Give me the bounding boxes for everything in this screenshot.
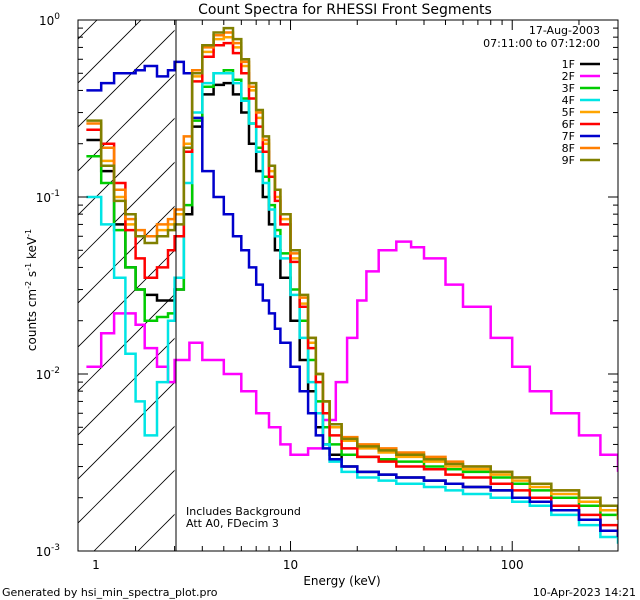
legend-label-7F: 7F [562,130,575,143]
y-tick-label: 100 [39,12,60,28]
legend-label-1F: 1F [562,58,575,71]
footer-generated-by: Generated by hsi_min_spectra_plot.pro [2,586,218,599]
hatch-line [78,381,175,480]
annotation-attenuator: Att A0, FDecim 3 [186,517,279,530]
legend-label-5F: 5F [562,106,575,119]
legend-label-3F: 3F [562,82,575,95]
legend-label-8F: 8F [562,142,575,155]
series-7F-line [86,60,618,537]
series-4F-line [86,72,618,544]
x-tick-label: 100 [501,558,524,572]
y-tick-labels: 100 10-1 10-2 10-3 [36,12,61,559]
hatch-line [78,161,175,260]
time-range-label: 07:11:00 to 07:12:00 [483,37,600,50]
hatched-region [0,0,640,551]
y-tick-label: 10-1 [36,189,60,205]
series-9F-line [86,26,618,515]
legend-label-6F: 6F [562,118,575,131]
x-axis-label: Energy (keV) [303,574,380,588]
series-8F-line [86,31,618,515]
hatch-line [534,0,640,551]
series-6F-line [86,41,618,537]
hatch-line [578,0,640,551]
footer-timestamp: 10-Apr-2023 14:21 [533,586,636,599]
x-tick-label: 1 [92,558,100,572]
y-axis-label: counts cm-2 s-1 keV-1 [24,229,39,351]
hatch-line [0,0,78,551]
axis-ticks [78,19,619,552]
date-label: 17-Aug-2003 [529,24,600,37]
annotation-background: Includes Background [186,505,301,518]
plot-frame [77,19,619,552]
hatch-line [622,0,640,551]
series-group [86,26,618,544]
legend-label-4F: 4F [562,94,575,107]
hatch-line [78,29,175,128]
y-tick-label: 10-2 [36,366,60,382]
series-3F-line [86,69,618,520]
hatch-line [78,20,142,84]
chart-title: Count Spectra for RHESSI Front Segments [198,2,492,18]
legend-label-2F: 2F [562,70,575,83]
legend-label-9F: 9F [562,154,575,167]
hatch-line [78,425,175,524]
y-tick-label: 10-3 [36,543,60,559]
hatch-line [358,0,640,551]
hatch-line [78,205,175,304]
series-1F-line [86,81,618,537]
x-tick-label: 10 [283,558,298,572]
x-tick-labels: 1 10 100 [92,558,523,572]
